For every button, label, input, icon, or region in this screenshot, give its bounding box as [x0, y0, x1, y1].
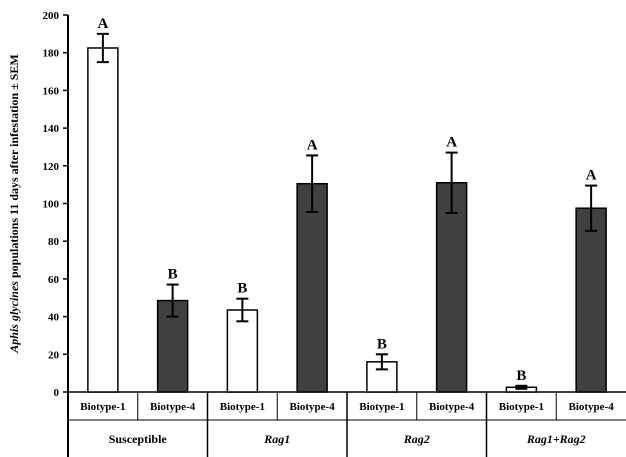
bar: [226, 309, 259, 393]
axes: 0 20 40 60 80 100 120 140 160 180 200: [43, 10, 626, 457]
group-label: Rag1: [263, 432, 290, 446]
significance-letter: A: [97, 16, 108, 32]
y-tick-label: 160: [43, 85, 60, 97]
significance-letter: B: [516, 368, 526, 384]
category-label: Biotype-1: [499, 401, 544, 413]
significance-letter: A: [446, 135, 457, 151]
significance-letter: B: [377, 336, 387, 352]
bar: [87, 47, 119, 393]
y-tick-label: 140: [43, 123, 60, 135]
significance-letter: B: [237, 281, 247, 297]
y-tick-label: 80: [48, 236, 60, 248]
y-tick-label: 20: [48, 349, 60, 361]
y-tick-label: 100: [43, 199, 60, 211]
significance-letter: A: [586, 168, 597, 184]
y-tick-label: 120: [43, 161, 60, 173]
group-label: Susceptible: [109, 432, 168, 446]
group-label: Rag1+Rag2: [526, 432, 586, 446]
bars: [87, 32, 607, 393]
bar: [575, 207, 607, 393]
bar: [296, 182, 328, 393]
y-tick-label: 200: [43, 10, 60, 22]
y-axis-title-rest: populations 11 days after infestation ± …: [7, 54, 21, 281]
group-label: Rag2: [403, 432, 430, 446]
category-label: Biotype-1: [359, 401, 404, 413]
y-axis-label: Aphis glycines populations 11 days after…: [7, 54, 21, 353]
bar: [435, 182, 468, 393]
significance-letter: A: [307, 137, 318, 153]
category-label: Biotype-4: [290, 401, 336, 413]
category-label: Biotype-1: [220, 401, 265, 413]
y-tick-label: 180: [43, 48, 60, 60]
y-axis-title: Aphis glycines populations 11 days after…: [7, 54, 21, 353]
category-label: Biotype-1: [80, 401, 125, 413]
significance-letter: B: [168, 267, 178, 283]
y-tick-label: 60: [48, 274, 60, 286]
category-label: Biotype-4: [429, 401, 475, 413]
category-label: Biotype-4: [569, 401, 615, 413]
y-axis-title-italic: Aphis glycines: [7, 281, 21, 354]
category-label: Biotype-4: [150, 401, 196, 413]
y-tick-label: 0: [54, 387, 60, 399]
y-tick-label: 40: [48, 312, 60, 324]
labels: A Biotype-1 B Biotype-4 B Biotype-1 A Biotype-4…: [80, 16, 614, 446]
